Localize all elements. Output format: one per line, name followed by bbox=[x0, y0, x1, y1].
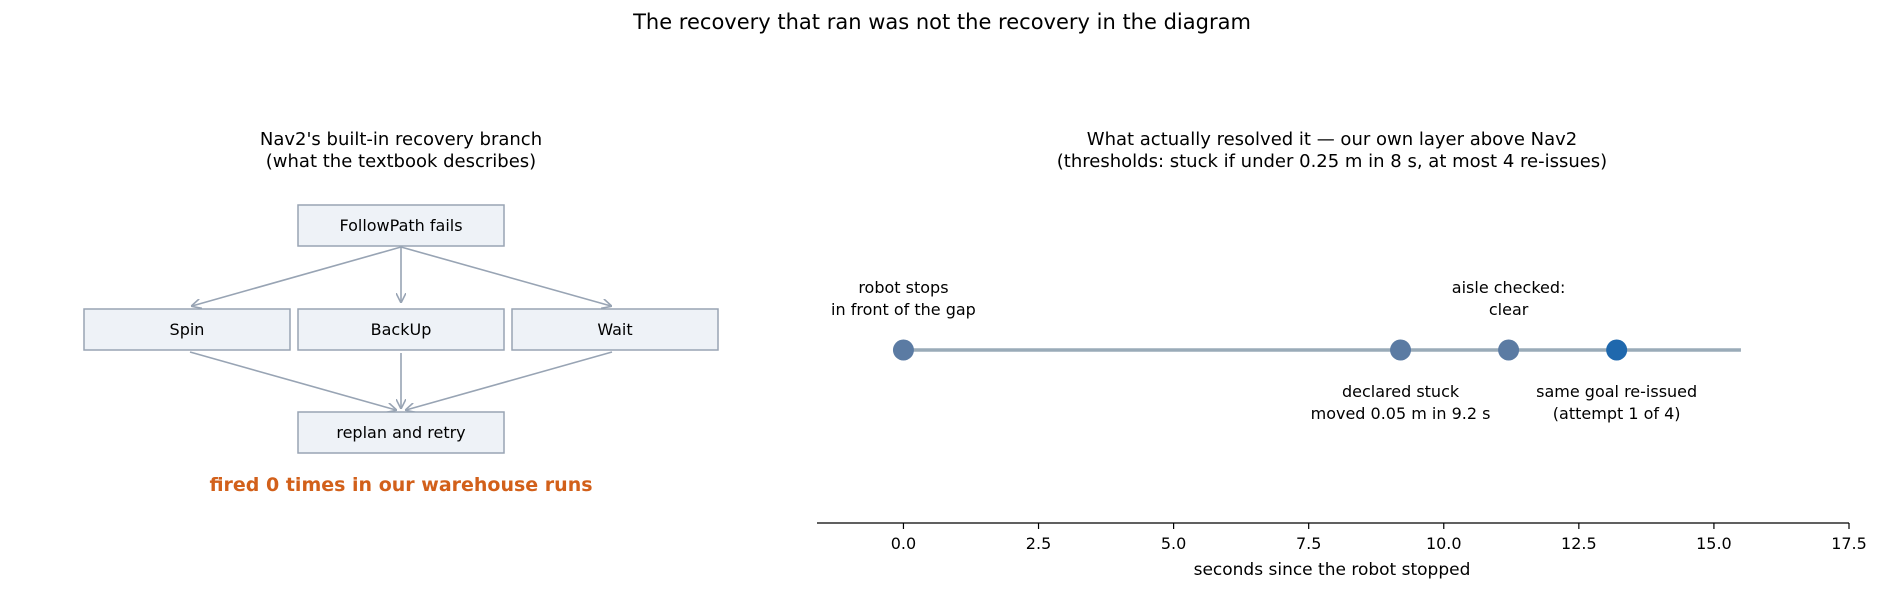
timeline-event-marker bbox=[892, 339, 914, 361]
recovery-branch-diagram: Nav2's built-in recovery branch (what th… bbox=[83, 129, 719, 496]
node-followpath-fails: FollowPath fails bbox=[297, 204, 505, 247]
left-panel-title-line1: Nav2's built-in recovery branch bbox=[260, 129, 542, 150]
timeline-event-marker bbox=[1606, 339, 1628, 361]
x-tick-label: 5.0 bbox=[1161, 534, 1186, 553]
arrow-fail-to-wait bbox=[400, 246, 611, 306]
node-spin-label: Spin bbox=[170, 320, 205, 339]
timeline-event-label: same goal re-issued bbox=[1536, 382, 1697, 401]
x-tick-label: 15.0 bbox=[1696, 534, 1732, 553]
x-tick-label: 7.5 bbox=[1296, 534, 1321, 553]
x-tick-label: 12.5 bbox=[1561, 534, 1597, 553]
right-panel-title-line1: What actually resolved it — our own laye… bbox=[1087, 129, 1577, 150]
arrow-spin-to-retry bbox=[189, 351, 396, 410]
x-axis-ticks: 0.0 2.5 5.0 7.5 10.0 12.5 15.0 17.5 bbox=[891, 523, 1867, 553]
left-panel-title-line2: (what the textbook describes) bbox=[266, 151, 536, 172]
timeline-event-marker bbox=[1390, 339, 1412, 361]
node-spin: Spin bbox=[83, 308, 291, 351]
x-tick-label: 10.0 bbox=[1426, 534, 1462, 553]
node-backup-label: BackUp bbox=[371, 320, 432, 339]
arrow-wait-to-retry bbox=[406, 351, 613, 410]
node-followpath-fails-label: FollowPath fails bbox=[339, 216, 462, 235]
x-tick-label: 2.5 bbox=[1026, 534, 1051, 553]
timeline-event-marker bbox=[1498, 339, 1520, 361]
x-tick-label: 17.5 bbox=[1831, 534, 1867, 553]
timeline-event-label: declared stuck bbox=[1342, 382, 1460, 401]
node-replan-and-retry-label: replan and retry bbox=[336, 423, 465, 442]
resolution-timeline-chart: What actually resolved it — our own laye… bbox=[817, 129, 1867, 580]
node-wait-label: Wait bbox=[597, 320, 632, 339]
timeline-event-label: moved 0.05 m in 9.2 s bbox=[1311, 404, 1491, 423]
fired-zero-times-note: fired 0 times in our warehouse runs bbox=[209, 474, 592, 496]
figure-title: The recovery that ran was not the recove… bbox=[632, 10, 1251, 34]
node-replan-and-retry: replan and retry bbox=[297, 411, 505, 454]
right-panel-title-line2: (thresholds: stuck if under 0.25 m in 8 … bbox=[1057, 151, 1607, 172]
timeline-event-label: robot stops bbox=[858, 278, 948, 297]
timeline-event-label: clear bbox=[1489, 300, 1529, 319]
timeline-event-label: in front of the gap bbox=[831, 300, 976, 319]
node-wait: Wait bbox=[511, 308, 719, 351]
timeline-event-label: aisle checked: bbox=[1452, 278, 1566, 297]
x-axis-label: seconds since the robot stopped bbox=[1194, 560, 1471, 580]
node-backup: BackUp bbox=[297, 308, 505, 351]
timeline-events: robot stops in front of the gap declared s… bbox=[831, 278, 1697, 423]
x-tick-label: 0.0 bbox=[891, 534, 916, 553]
timeline-event-label: (attempt 1 of 4) bbox=[1553, 404, 1681, 423]
arrow-fail-to-spin bbox=[192, 246, 402, 306]
